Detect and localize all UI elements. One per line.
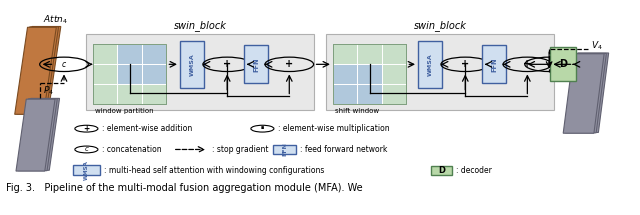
FancyBboxPatch shape xyxy=(142,64,166,84)
Text: : multi-head self attention with windowing configurations: : multi-head self attention with windowi… xyxy=(104,166,324,175)
FancyBboxPatch shape xyxy=(142,43,166,64)
Text: $V_4$: $V_4$ xyxy=(591,40,603,52)
Text: Fig. 3.   Pipeline of the multi-modal fusion aggregation module (MFA). We: Fig. 3. Pipeline of the multi-modal fusi… xyxy=(6,183,363,193)
Text: WMSA: WMSA xyxy=(84,160,89,180)
FancyBboxPatch shape xyxy=(550,47,576,81)
Text: WMSA: WMSA xyxy=(428,53,433,76)
Text: D: D xyxy=(559,59,567,69)
Text: swin_block: swin_block xyxy=(413,20,467,31)
FancyBboxPatch shape xyxy=(431,166,452,175)
Text: c: c xyxy=(62,60,66,69)
FancyBboxPatch shape xyxy=(117,64,142,84)
Polygon shape xyxy=(563,54,604,133)
FancyBboxPatch shape xyxy=(273,144,296,154)
FancyBboxPatch shape xyxy=(73,165,100,175)
FancyBboxPatch shape xyxy=(326,34,554,110)
Text: : element-wise multiplication: : element-wise multiplication xyxy=(278,124,389,133)
Text: +: + xyxy=(223,59,231,69)
Text: : decoder: : decoder xyxy=(456,166,492,175)
FancyBboxPatch shape xyxy=(333,64,357,84)
FancyBboxPatch shape xyxy=(357,84,382,104)
Text: +: + xyxy=(285,59,293,69)
Polygon shape xyxy=(566,53,607,133)
Text: FFN: FFN xyxy=(282,143,287,156)
FancyBboxPatch shape xyxy=(357,64,382,84)
Text: swin_block: swin_block xyxy=(173,20,227,31)
Text: : element-wise addition: : element-wise addition xyxy=(102,124,192,133)
FancyBboxPatch shape xyxy=(418,41,442,88)
FancyBboxPatch shape xyxy=(482,45,506,83)
Text: : stop gradient: : stop gradient xyxy=(212,145,269,154)
Polygon shape xyxy=(15,27,56,114)
Text: c: c xyxy=(84,146,88,152)
Text: $P_4$: $P_4$ xyxy=(44,85,54,97)
Text: : concatenation: : concatenation xyxy=(102,145,161,154)
Text: +: + xyxy=(524,59,531,69)
Polygon shape xyxy=(20,98,60,170)
Polygon shape xyxy=(568,53,609,132)
Text: D: D xyxy=(438,166,445,175)
Text: ·: · xyxy=(260,122,265,136)
Text: WMSA: WMSA xyxy=(189,53,195,76)
Text: +: + xyxy=(461,59,469,69)
FancyBboxPatch shape xyxy=(117,43,142,64)
Text: FFN: FFN xyxy=(253,57,259,72)
Text: : feed forward network: : feed forward network xyxy=(300,145,388,154)
FancyBboxPatch shape xyxy=(333,43,406,104)
Text: FFN: FFN xyxy=(491,57,497,72)
FancyBboxPatch shape xyxy=(93,43,166,104)
Text: ·: · xyxy=(547,57,552,72)
Text: $Attn_4$: $Attn_4$ xyxy=(44,13,68,26)
FancyBboxPatch shape xyxy=(180,41,204,88)
Text: +: + xyxy=(83,124,90,133)
Polygon shape xyxy=(19,26,61,114)
Text: shift window: shift window xyxy=(335,108,379,114)
FancyBboxPatch shape xyxy=(86,34,314,110)
Text: window partition: window partition xyxy=(95,108,154,114)
FancyBboxPatch shape xyxy=(333,84,357,104)
Polygon shape xyxy=(17,27,58,114)
Polygon shape xyxy=(16,99,55,171)
FancyBboxPatch shape xyxy=(244,45,268,83)
Polygon shape xyxy=(18,99,58,171)
